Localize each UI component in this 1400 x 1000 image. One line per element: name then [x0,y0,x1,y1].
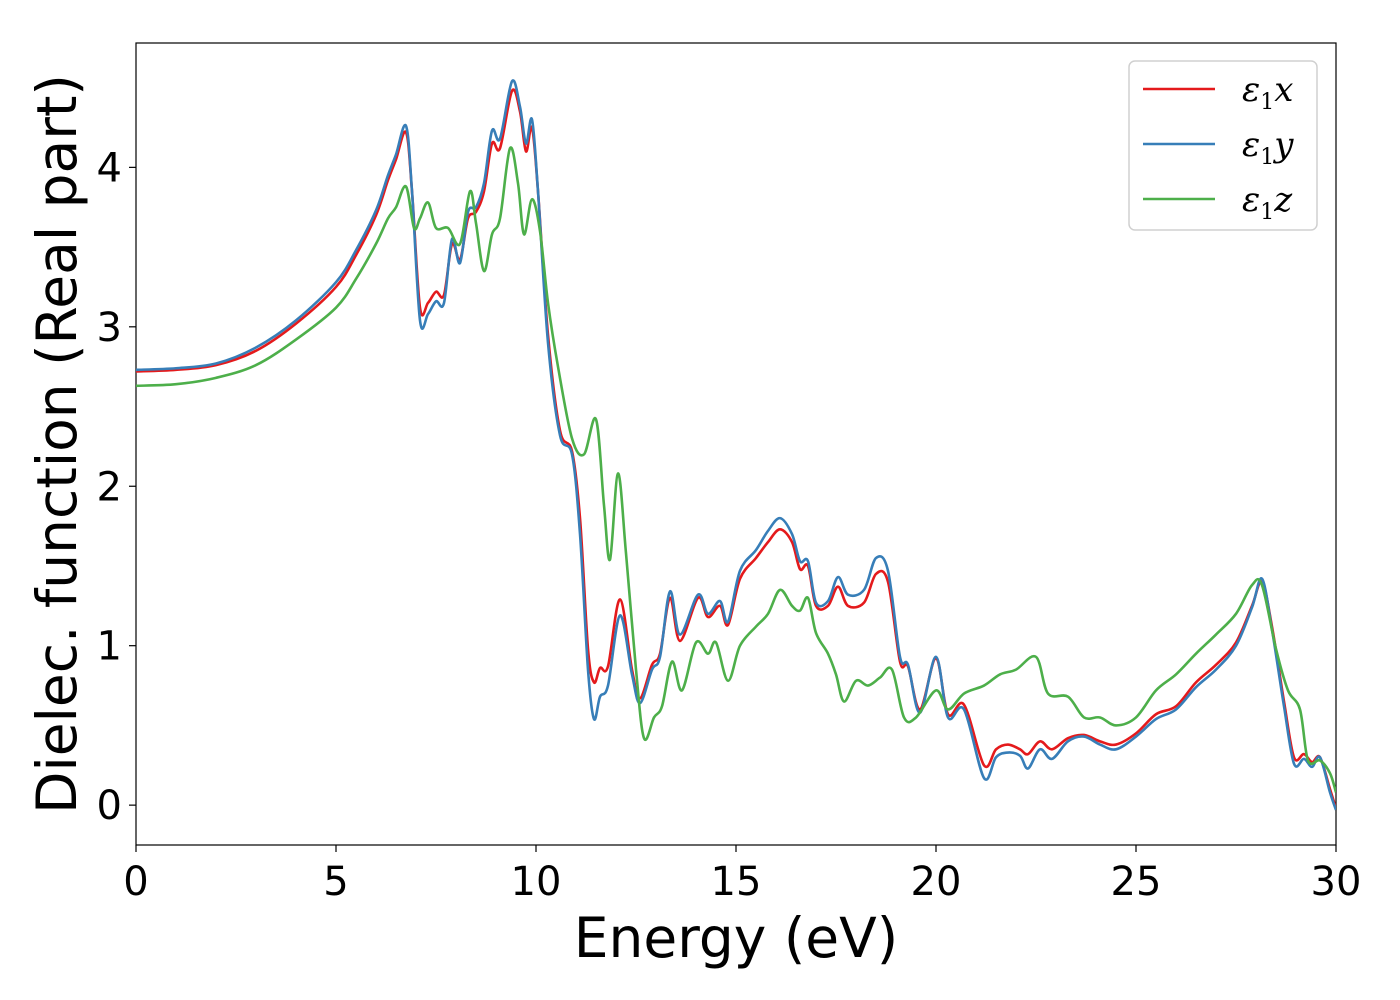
legend-label-y: ε1y [1242,125,1294,170]
y-axis-title: Dielec. function (Real part) [25,74,89,814]
series-line-z [136,146,1336,793]
x-tick-label: 0 [123,859,148,905]
legend-entries: ε1x ε1y ε1z [1143,70,1294,225]
x-tick-label: 30 [1311,859,1362,905]
x-axis-title: Energy (eV) [574,906,898,970]
x-tick-label: 20 [911,859,962,905]
y-tick-label: 0 [97,783,122,829]
legend-label-x: ε1x [1242,70,1293,115]
x-tick-label: 15 [711,859,762,905]
y-tick-label: 4 [97,145,122,191]
x-tick-label: 25 [1111,859,1162,905]
series-line-y [136,79,1336,811]
x-axis-ticks: 0 5 10 15 20 25 30 [123,845,1361,905]
y-tick-label: 1 [97,624,122,670]
y-tick-label: 2 [97,464,122,510]
x-tick-label: 10 [511,859,562,905]
legend: ε1x ε1y ε1z [1128,60,1318,231]
series-layer [136,79,1336,811]
legend-label-z: ε1z [1242,180,1293,225]
y-tick-label: 3 [97,305,122,351]
x-tick-label: 5 [323,859,348,905]
y-axis-ticks: 0 1 2 3 4 [97,145,136,829]
legend-box [1128,60,1318,231]
